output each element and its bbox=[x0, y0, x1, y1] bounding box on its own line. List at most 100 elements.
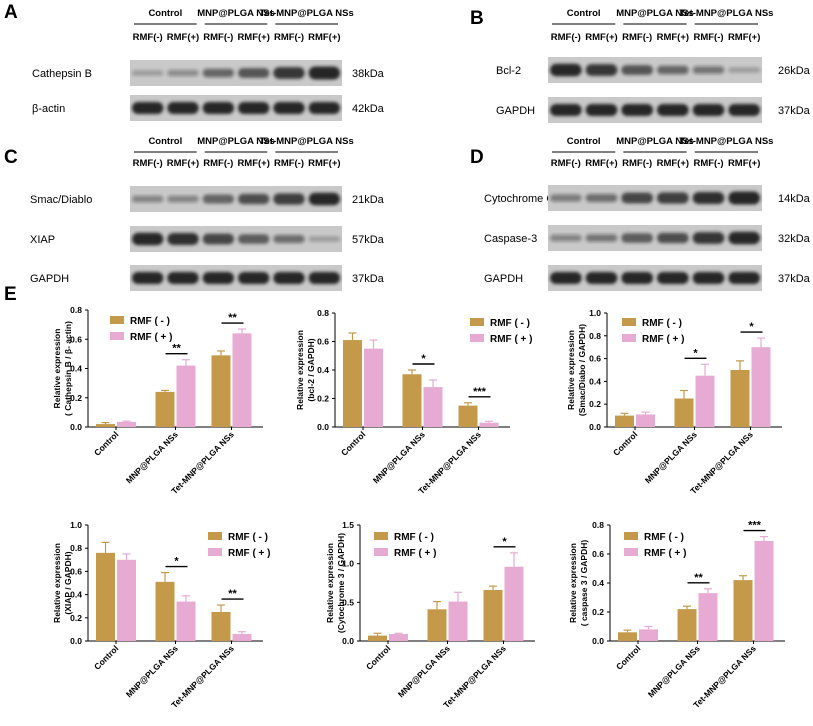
bar bbox=[389, 634, 408, 641]
x-tick-label: MNP@PLGA NSs bbox=[124, 643, 180, 699]
bar bbox=[117, 559, 136, 641]
panel-letter: E bbox=[4, 284, 17, 305]
group-label: Control bbox=[148, 136, 182, 147]
x-tick-label: Control bbox=[92, 643, 120, 671]
band bbox=[167, 232, 199, 246]
band bbox=[167, 272, 199, 284]
legend-swatch bbox=[374, 548, 388, 556]
bar-chart-3: 0.0 0.2 0.4 0.6 0.8 1.0 Relative expression (Sm… bbox=[566, 308, 782, 496]
bar bbox=[423, 387, 443, 427]
band bbox=[273, 272, 305, 284]
protein-label: β-actin bbox=[32, 103, 65, 115]
x-tick-label: Tet-MNP@PLGA NSs bbox=[688, 429, 755, 496]
lane-label: RMF(-) bbox=[203, 32, 233, 43]
y-tick-label: 0.6 bbox=[592, 549, 604, 559]
group-label: MNP@PLGA NSs bbox=[616, 136, 694, 147]
band bbox=[550, 63, 582, 77]
band bbox=[167, 195, 199, 203]
y-tick-label: 0.0 bbox=[70, 422, 82, 432]
blot-strip bbox=[130, 226, 342, 252]
bar bbox=[751, 347, 771, 427]
significance-marker: * bbox=[749, 321, 754, 333]
y-tick-label: 0.6 bbox=[317, 337, 329, 347]
legend-label: RMF ( - ) bbox=[644, 532, 684, 543]
significance-marker: ** bbox=[228, 312, 237, 324]
bar-chart-6: 0.0 0.2 0.4 0.6 0.8 Relative expression( casp… bbox=[568, 520, 785, 710]
band bbox=[273, 67, 305, 79]
panel-letter: A bbox=[4, 2, 18, 23]
bar-chart-5: 0.0 0.5 1.0 1.5 Relative expression (Cytochro… bbox=[325, 520, 535, 710]
kda-label: 38kDa bbox=[352, 68, 385, 80]
blot-strip bbox=[130, 265, 342, 291]
band bbox=[308, 236, 340, 242]
y-tick-label: 0.8 bbox=[70, 305, 82, 315]
band bbox=[167, 69, 199, 77]
y-tick-label: 0.6 bbox=[70, 566, 82, 576]
band bbox=[238, 193, 270, 205]
x-tick-label: MNP@PLGA NSs bbox=[371, 429, 427, 485]
legend-swatch bbox=[470, 318, 484, 326]
protein-label: Caspase-3 bbox=[484, 233, 537, 245]
band bbox=[657, 232, 689, 244]
group-label: Tet-MNP@PLGA NSs bbox=[679, 8, 773, 19]
significance-marker: *** bbox=[748, 520, 762, 532]
band bbox=[621, 272, 653, 284]
x-tick-label: Tet-MNP@PLGA NSs bbox=[416, 429, 483, 496]
bar bbox=[232, 333, 252, 427]
band bbox=[550, 104, 582, 116]
legend-swatch bbox=[624, 532, 638, 540]
kda-label: 21kDa bbox=[352, 194, 385, 206]
bar-chart-1: 0.0 0.2 0.4 0.6 0.8 Relative expression( Cath… bbox=[52, 305, 263, 496]
y-tick-label: 0.4 bbox=[317, 365, 329, 375]
x-tick-label: MNP@PLGA NSs bbox=[124, 429, 180, 485]
bar bbox=[155, 581, 175, 641]
y-axis-label: (XIAP / GAPDH) bbox=[63, 551, 73, 614]
band bbox=[132, 272, 164, 284]
y-tick-label: 0.4 bbox=[589, 376, 601, 386]
kda-label: 26kDa bbox=[778, 65, 811, 77]
blot-strip bbox=[548, 97, 762, 123]
legend-swatch bbox=[208, 532, 222, 540]
lane-label: RMF(+) bbox=[237, 32, 269, 43]
bar bbox=[402, 374, 422, 427]
bar bbox=[364, 348, 383, 427]
y-axis-label: Relative expression bbox=[52, 329, 62, 409]
band bbox=[621, 233, 653, 243]
group-label: MNP@PLGA NSs bbox=[197, 8, 275, 19]
panel-letter: C bbox=[4, 147, 18, 168]
legend-swatch bbox=[470, 334, 484, 342]
y-tick-label: 1.0 bbox=[589, 308, 601, 318]
band bbox=[202, 102, 234, 114]
bar bbox=[96, 424, 115, 427]
lane-label: RMF(-) bbox=[133, 32, 163, 43]
band bbox=[585, 272, 618, 284]
protein-label: Smac/Diablo bbox=[30, 194, 92, 206]
y-tick-label: 1.0 bbox=[70, 520, 82, 530]
band bbox=[585, 64, 618, 76]
x-tick-label: Control bbox=[364, 643, 392, 671]
bar bbox=[155, 391, 175, 427]
legend-label: RMF ( - ) bbox=[228, 532, 268, 543]
band bbox=[692, 191, 725, 205]
band bbox=[692, 66, 725, 74]
bar bbox=[674, 398, 694, 427]
y-tick-label: 1.0 bbox=[342, 559, 354, 569]
y-axis-label: Relative expression bbox=[52, 543, 62, 623]
x-tick-label: MNP@PLGA NSs bbox=[646, 643, 702, 699]
protein-label: Cathepsin B bbox=[32, 68, 92, 80]
bar-chart-4: 0.0 0.2 0.4 0.6 0.8 1.0 Relative expression (XI… bbox=[52, 520, 271, 710]
kda-label: 37kDa bbox=[778, 273, 811, 285]
panel-letter: D bbox=[470, 147, 484, 168]
band bbox=[621, 192, 653, 204]
y-axis-label: (Cytochrome 3 / GAPDH) bbox=[336, 533, 346, 633]
y-axis-label: Relative expression bbox=[325, 543, 335, 623]
significance-marker: * bbox=[693, 347, 698, 359]
bar bbox=[677, 609, 697, 641]
y-tick-label: 0.4 bbox=[70, 364, 82, 374]
y-axis-label: Relative expression bbox=[295, 330, 305, 410]
band bbox=[728, 104, 760, 116]
x-tick-label: Control bbox=[611, 429, 639, 457]
lane-label: RMF(+) bbox=[657, 32, 689, 43]
significance-marker: ** bbox=[228, 588, 237, 600]
